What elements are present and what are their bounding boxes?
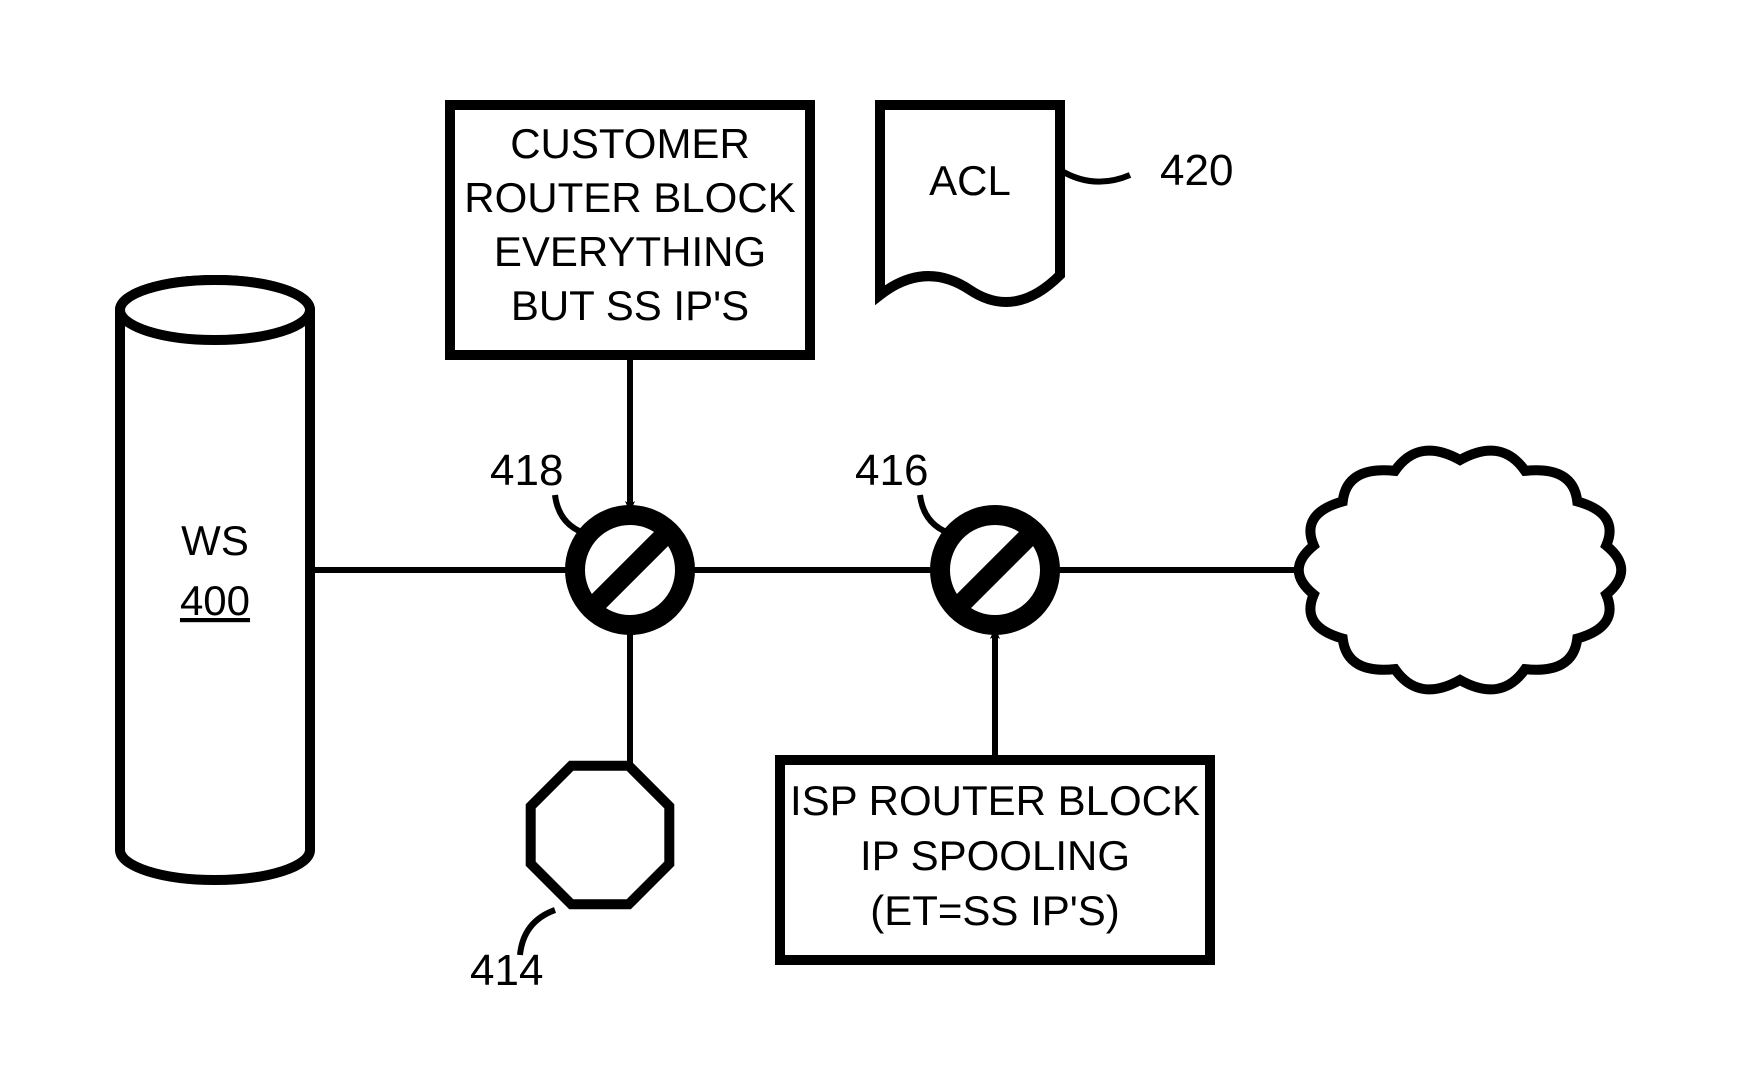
customer-box-line4: BUT SS IP'S — [511, 282, 749, 329]
refnum-420: 420 — [1160, 146, 1233, 195]
callout-420: 420 — [1060, 146, 1233, 195]
isp-box-line3: (ET=SS IP'S) — [870, 887, 1120, 934]
callout-416: 416 — [855, 446, 955, 535]
callout-418: 418 — [490, 446, 590, 535]
ws-label-bottom: 400 — [180, 577, 250, 624]
refnum-416: 416 — [855, 446, 928, 495]
callout-414: 414 — [470, 910, 555, 995]
ws-label-top: WS — [181, 517, 249, 564]
isp-box-line2: IP SPOOLING — [860, 832, 1130, 879]
customer-box-line3: EVERYTHING — [494, 228, 766, 275]
cloud-icon — [1299, 451, 1621, 690]
diagram-canvas: WS 400 CUSTOMER ROUTER BLOCK EVERYTHING … — [0, 0, 1744, 1090]
refnum-418: 418 — [490, 446, 563, 495]
acl-label: ACL — [929, 157, 1011, 204]
octagon-node — [531, 766, 670, 905]
customer-box-line2: ROUTER BLOCK — [464, 174, 795, 221]
isp-box-line1: ISP ROUTER BLOCK — [790, 777, 1200, 824]
prohibit-icon-right — [934, 509, 1056, 631]
prohibit-icon-left — [569, 509, 691, 631]
refnum-414: 414 — [470, 946, 543, 995]
customer-box-line1: CUSTOMER — [510, 120, 750, 167]
